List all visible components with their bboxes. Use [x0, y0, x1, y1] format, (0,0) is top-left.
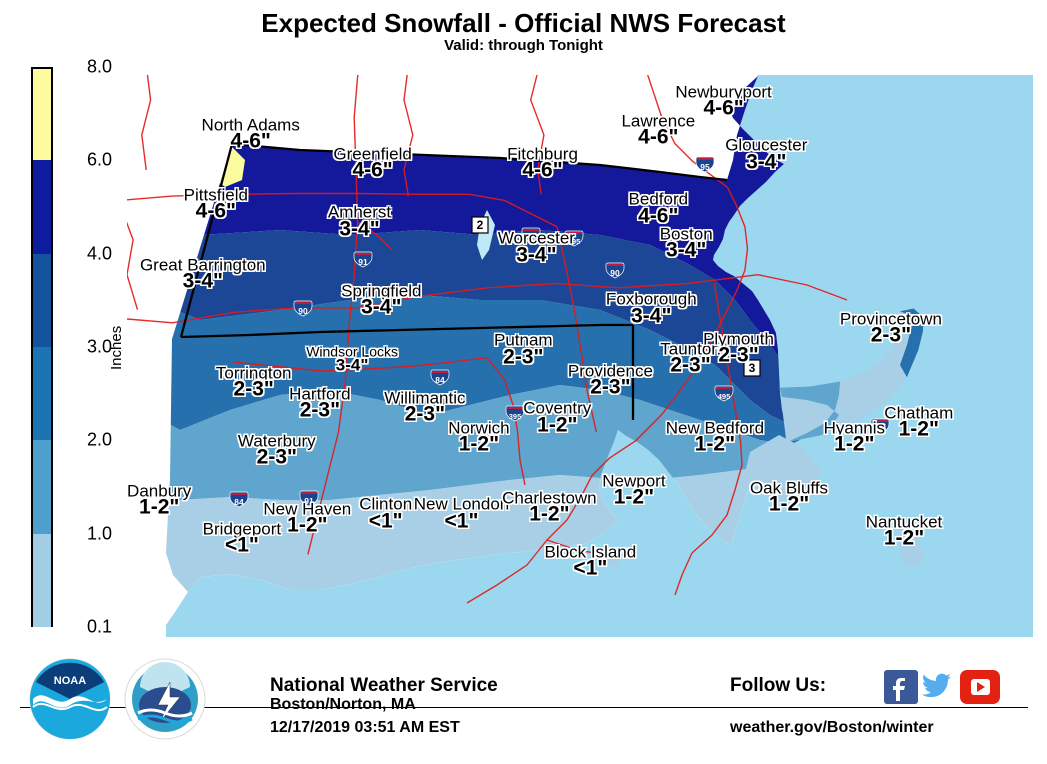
- svg-text:495: 495: [718, 392, 731, 401]
- svg-text:90: 90: [610, 268, 620, 278]
- svg-text:395: 395: [509, 412, 522, 421]
- svg-text:84: 84: [234, 497, 244, 507]
- svg-text:91: 91: [358, 257, 368, 267]
- svg-text:90: 90: [298, 306, 308, 316]
- svg-text:84: 84: [435, 375, 445, 385]
- svg-text:95: 95: [700, 162, 710, 172]
- svg-text:2: 2: [477, 218, 484, 232]
- svg-text:NOAA: NOAA: [54, 675, 86, 687]
